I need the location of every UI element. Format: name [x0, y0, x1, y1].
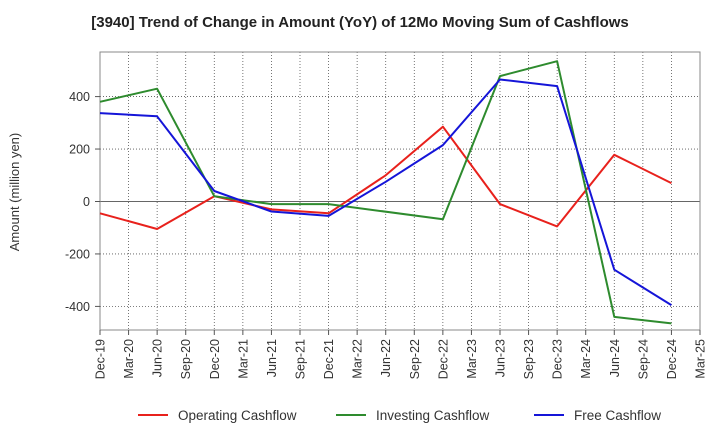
- y-tick-label: -200: [65, 247, 90, 261]
- y-tick-label: -400: [65, 300, 90, 314]
- x-tick-label: Sep-20: [179, 339, 193, 379]
- y-tick-labels: -400 -200 0 200 400: [65, 90, 90, 314]
- x-tick-label: Dec-23: [551, 339, 565, 379]
- x-tick-label: Jun-24: [608, 339, 622, 377]
- x-tick-label: Sep-24: [636, 339, 650, 379]
- series-line-1: [99, 125, 672, 230]
- series-line-2: [99, 60, 672, 325]
- x-tick-label: Dec-22: [436, 339, 450, 379]
- series-lines: [99, 60, 672, 325]
- y-tick-label: 0: [83, 195, 90, 209]
- x-tick-label: Mar-20: [122, 339, 136, 379]
- legend-label: Investing Cashflow: [376, 408, 490, 423]
- x-tick-label: Jun-23: [494, 339, 508, 377]
- x-tick-label: Sep-22: [408, 339, 422, 379]
- legend-label: Operating Cashflow: [178, 408, 297, 423]
- chart-title: [3940] Trend of Change in Amount (YoY) o…: [91, 14, 629, 31]
- x-tick-label: Mar-23: [465, 339, 479, 379]
- x-tick-label: Mar-24: [579, 339, 593, 379]
- x-tick-label: Dec-21: [322, 339, 336, 379]
- x-tick-label: Sep-23: [522, 339, 536, 379]
- y-tick-label: 400: [69, 90, 90, 104]
- x-tick-labels: Dec-19 Mar-20 Jun-20 Sep-20 Dec-20 Mar-21 Jun-…: [94, 339, 708, 379]
- x-tick-label: Dec-24: [665, 339, 679, 379]
- legend-label: Free Cashflow: [574, 408, 661, 423]
- x-tick-label: Jun-22: [379, 339, 393, 377]
- x-tick-label: Mar-25: [694, 339, 708, 379]
- x-tick-label: Dec-19: [94, 339, 108, 379]
- y-tick-label: 200: [69, 143, 90, 157]
- grid: [99, 52, 701, 330]
- x-tick-label: Mar-22: [351, 339, 365, 379]
- x-tick-label: Jun-20: [151, 339, 165, 377]
- x-tick-label: Sep-21: [294, 339, 308, 379]
- axes: [95, 51, 701, 335]
- plot-frame: [99, 51, 701, 331]
- x-tick-label: Mar-21: [236, 339, 250, 379]
- y-axis-label: Amount (million yen): [7, 133, 22, 252]
- x-tick-label: Dec-20: [208, 339, 222, 379]
- legend: Operating Cashflow Investing Cashflow Free…: [138, 408, 661, 423]
- x-tick-label: Jun-21: [265, 339, 279, 377]
- series-line-3: [99, 78, 672, 306]
